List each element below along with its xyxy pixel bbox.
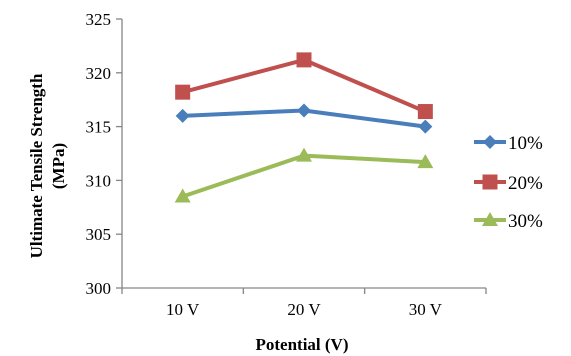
- series-20pct: [175, 52, 433, 120]
- x-tick-label: 30 V: [409, 300, 443, 319]
- y-tick-label: 305: [86, 225, 112, 244]
- data-point-triangle: [296, 147, 312, 162]
- data-point-diamond: [175, 108, 190, 123]
- data-point-diamond: [297, 103, 311, 118]
- series-10pct: [175, 103, 433, 134]
- series-30pct: [174, 147, 434, 203]
- legend-label: 20%: [508, 173, 543, 194]
- legend-item: 30%: [474, 211, 543, 232]
- x-tick-label: 10 V: [166, 300, 200, 319]
- legend-item: 20%: [474, 173, 543, 194]
- data-point-diamond: [418, 119, 433, 134]
- y-tick-label: 300: [86, 279, 112, 298]
- data-point-triangle: [482, 212, 498, 226]
- y-tick-label: 320: [86, 64, 112, 83]
- legend-item: 10%: [474, 133, 543, 154]
- data-point-triangle: [174, 188, 191, 203]
- y-tick-label: 325: [86, 10, 112, 29]
- legend: 10% 20% 30%: [474, 133, 543, 232]
- x-tick-label: 20 V: [287, 300, 321, 319]
- data-point-triangle: [417, 154, 434, 169]
- y-axis-title: Ultimate Tensile Strength (MPa): [27, 73, 68, 258]
- legend-label: 10%: [508, 133, 543, 154]
- data-point-diamond: [483, 135, 497, 149]
- y-tick-label: 310: [86, 171, 112, 190]
- x-axis-title: Potential (V): [255, 335, 348, 354]
- y-axis-title-line2: (MPa): [49, 143, 68, 189]
- y-axis-title-line1: Ultimate Tensile Strength: [27, 73, 46, 258]
- series-line: [182, 153, 426, 199]
- data-point-square: [296, 52, 312, 68]
- x-tick-labels: 10 V 20 V 30 V: [166, 300, 443, 319]
- axes: [116, 18, 487, 294]
- y-tick-labels: 300 305 310 315 320 325: [86, 10, 112, 298]
- y-tick-label: 315: [86, 118, 112, 137]
- data-point-square: [175, 84, 191, 100]
- series-group: [174, 52, 434, 203]
- legend-label: 30%: [508, 211, 543, 232]
- data-point-square: [417, 104, 433, 120]
- data-point-square: [482, 174, 498, 190]
